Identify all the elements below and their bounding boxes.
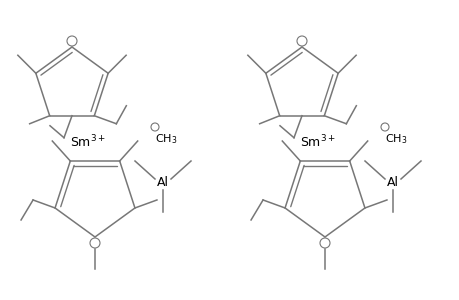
Text: Sm$^{3+}$: Sm$^{3+}$: [299, 134, 335, 150]
Text: CH$_3$: CH$_3$: [155, 132, 177, 146]
Text: CH$_3$: CH$_3$: [384, 132, 407, 146]
Text: Sm$^{3+}$: Sm$^{3+}$: [70, 134, 106, 150]
Text: Al: Al: [157, 176, 168, 188]
Text: Al: Al: [386, 176, 398, 188]
